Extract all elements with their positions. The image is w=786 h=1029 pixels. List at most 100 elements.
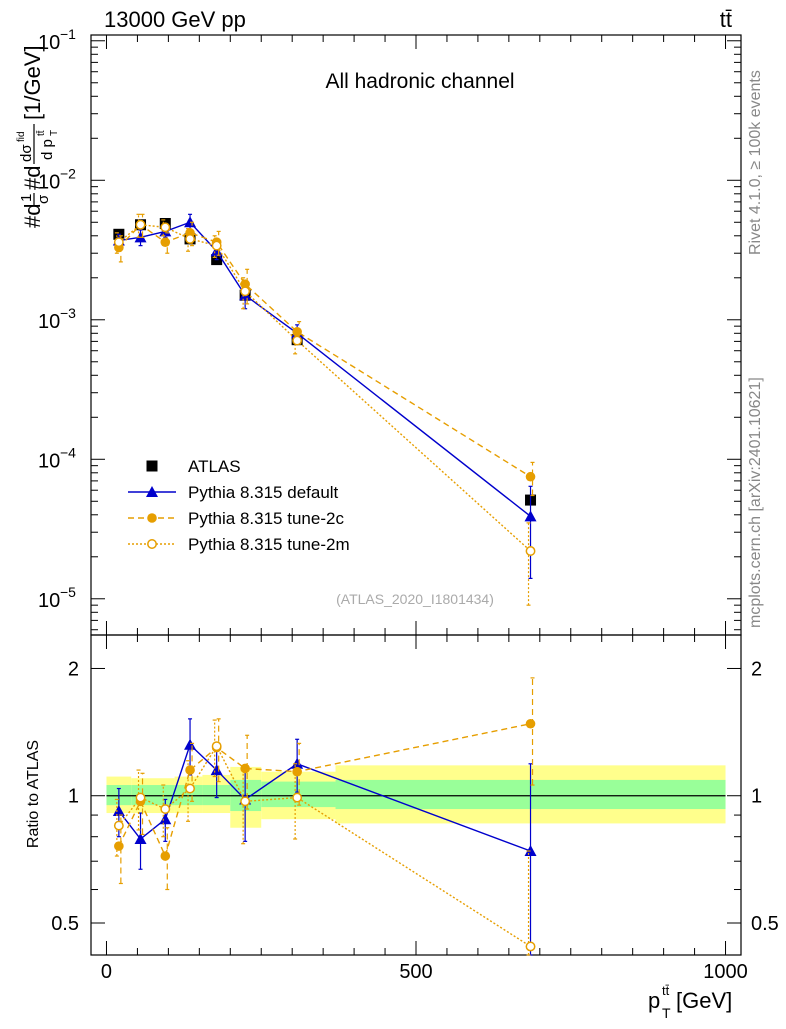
ratio-point [240,763,250,774]
ratio-point [134,833,147,845]
series-line [118,223,531,478]
series-line [118,221,531,517]
data-point [525,471,536,482]
main-series-layer [112,213,537,606]
series-atlas [113,217,537,506]
y-tick-exp: −4 [60,444,76,460]
legend-marker [147,539,157,549]
y-tick-base: 10 [38,590,60,612]
data-point [160,222,171,233]
series-pythia-8-315-tune-2m [113,213,536,606]
ratio-point [160,851,171,861]
series-line [118,224,531,552]
xlabel-sup: tt̄ [662,983,670,998]
ratio-point [113,820,124,831]
ratio-point [112,805,125,817]
ratio-point [184,738,197,750]
data-point [524,510,537,522]
ratio-point [185,783,195,794]
data-point [113,237,124,248]
y-tick-base: 10 [38,450,60,472]
legend-entry: ATLAS [146,457,241,476]
ratio-line [118,723,531,859]
ratio-y-tick-label: 2 [68,658,79,680]
ylabel-frac1-num: 1 [18,194,35,202]
data-point [210,245,223,257]
ratio-y-tick-label: 0.5 [51,913,79,935]
y-tick-base: 10 [38,171,60,193]
y-axis-label: #d 1 σ #d dσ fid d p T tt̄ [1/GeV] [16,45,60,228]
legend-label: Pythia 8.315 tune-2m [188,535,350,554]
y-tick-label: 10 −1 [38,26,76,54]
ratio-axis-ticks: 0.5 0.5 1 1 2 2 [51,658,779,935]
legend-label: ATLAS [188,457,241,476]
ylabel-frac2-den-sup: tt̄ [35,130,47,136]
ratio-point [160,804,171,815]
ratio-point [185,765,195,775]
y-tick-exp: −3 [60,305,76,321]
ratio-point [525,941,536,952]
legend-label: Pythia 8.315 tune-2c [188,509,344,528]
legend-entry: Pythia 8.315 tune-2m [128,535,350,554]
ratio-point [210,764,223,776]
ratio-series-pythia-8-315-tune-2m [113,719,536,956]
x-tick-label: 0 [101,961,112,983]
ratio-uncertainty-bands [106,765,726,828]
xlabel-sub: T [662,1005,671,1021]
ylabel-frac2-den-sub: T [49,130,60,136]
ylabel-unit: [1/GeV] [20,45,45,120]
data-point [292,335,303,346]
x-axis-label: p T tt̄ [GeV] [648,983,732,1021]
ratio-point [114,841,124,851]
data-point [240,286,251,297]
band-inner [174,785,203,806]
ratio-y-tick-label-right: 2 [751,658,762,680]
ylabel-d2: #d [20,166,45,190]
ratio-series-layer [112,677,537,956]
data-point [292,327,302,337]
ylabel-frac2-num: dσ [18,144,35,162]
legend: ATLAS Pythia 8.315 default Pythia 8.315 tu… [128,457,350,554]
band-inner [156,785,175,806]
mcplots-text: mcplots.cern.ch [arXiv:2401.10621] [747,377,764,628]
y-tick-base: 10 [38,32,60,54]
ylabel-frac1-den: σ [35,194,52,204]
x-tick-label: 1000 [703,961,748,983]
data-point [525,546,536,556]
data-point [211,240,222,251]
ratio-point [292,766,302,777]
header-left: 13000 GeV pp [104,7,246,32]
y-tick-exp: −1 [60,26,76,42]
y-tick-exp: −5 [60,584,76,600]
y-tick-label: 10 −4 [38,444,76,472]
ratio-y-axis-label: Ratio to ATLAS [25,740,42,848]
ratio-series-pythia-8-315-default [112,718,537,956]
y-tick-base: 10 [38,311,60,333]
analysis-id: (ATLAS_2020_I1801434) [336,591,494,607]
y-tick-exp: −2 [60,165,76,181]
ylabel-d1: #d [20,204,45,228]
legend-marker [146,460,158,472]
ratio-point [292,792,303,803]
legend-entry: Pythia 8.315 default [128,483,339,502]
chart-title: All hadronic channel [325,70,514,93]
legend-marker [147,513,157,523]
ylabel-frac2-den: d p [39,139,56,160]
ylabel-frac2-sup: fid [16,131,27,142]
xlabel-unit: [GeV] [676,988,732,1013]
header-right: tt̄ [720,7,732,32]
ratio-point [211,741,222,752]
y-tick-label: 10 −5 [38,584,76,612]
legend-entry: Pythia 8.315 tune-2c [128,509,344,528]
x-tick-label: 500 [399,961,432,983]
legend-label: Pythia 8.315 default [188,483,339,502]
y-tick-label: 10 −3 [38,305,76,333]
ratio-point [240,796,251,807]
ratio-y-tick-label: 1 [68,786,79,808]
ratio-point [525,718,536,729]
data-point [185,233,195,244]
y-tick-label: 10 −2 [38,165,76,193]
legend-marker [146,486,158,497]
